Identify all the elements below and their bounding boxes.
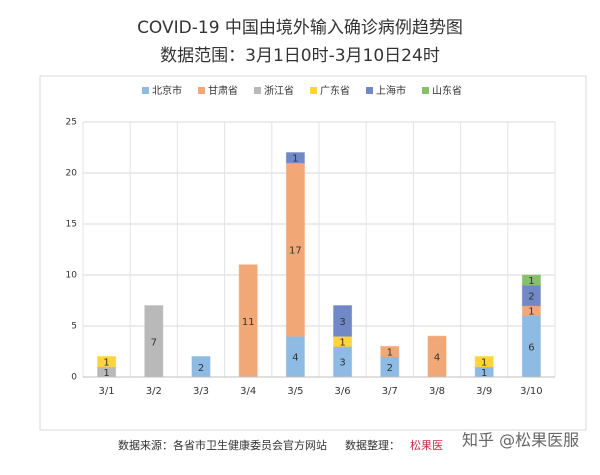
data-label: 3 xyxy=(339,358,345,369)
x-tick-label: 3/1 xyxy=(99,386,115,397)
data-label: 4 xyxy=(292,353,298,364)
bar-segment xyxy=(97,356,117,368)
bar-segment xyxy=(333,305,353,337)
data-label: 1 xyxy=(528,276,534,287)
legend-label: 上海市 xyxy=(376,84,406,97)
data-label: 2 xyxy=(198,363,204,374)
watermark: 知乎 @松果医服 xyxy=(462,431,579,450)
x-tick-label: 3/3 xyxy=(193,386,209,397)
data-label: 1 xyxy=(103,358,109,369)
data-label: 1 xyxy=(387,348,393,359)
legend-label: 北京市 xyxy=(152,84,182,97)
data-label: 17 xyxy=(289,246,302,257)
x-tick-label: 3/10 xyxy=(520,386,542,397)
y-tick-label: 20 xyxy=(66,169,78,179)
x-tick-label: 3/5 xyxy=(287,386,303,397)
data-label: 2 xyxy=(528,291,534,302)
chart-title: COVID-19 中国由境外输入确诊病例趋势图 xyxy=(137,18,463,38)
y-tick-label: 15 xyxy=(66,220,77,230)
legend-swatch xyxy=(142,87,149,94)
legend-swatch xyxy=(254,87,261,94)
data-label: 1 xyxy=(103,368,109,379)
data-label: 1 xyxy=(292,154,298,165)
chart-subtitle: 数据范围：3月1日0时-3月10日24时 xyxy=(160,46,440,66)
data-label: 7 xyxy=(151,337,157,348)
x-tick-label: 3/7 xyxy=(382,386,398,397)
x-tick-label: 3/2 xyxy=(146,386,162,397)
legend-label: 浙江省 xyxy=(264,84,294,97)
footer-source: 数据来源：各省市卫生健康委员会官方网站 xyxy=(118,438,327,452)
x-tick-label: 3/4 xyxy=(240,386,256,397)
x-tick-label: 3/8 xyxy=(429,386,445,397)
legend-swatch xyxy=(198,87,205,94)
data-label: 4 xyxy=(434,353,440,364)
data-label: 1 xyxy=(528,307,534,318)
data-label: 11 xyxy=(242,317,255,328)
data-label: 1 xyxy=(481,358,487,369)
data-label: 6 xyxy=(528,342,534,353)
legend-label: 甘肃省 xyxy=(208,84,238,97)
legend-swatch xyxy=(366,87,373,94)
bar-segment xyxy=(380,345,400,358)
legend-label: 广东省 xyxy=(320,84,350,97)
data-label: 1 xyxy=(481,368,487,379)
x-tick-label: 3/9 xyxy=(476,386,492,397)
chart-frame xyxy=(39,75,587,431)
legend-swatch xyxy=(310,87,317,94)
data-label: 2 xyxy=(387,363,393,374)
footer-organizer: 数据整理： xyxy=(345,438,400,452)
bar-segment xyxy=(285,152,305,164)
footer-logo: 松果医 xyxy=(410,438,443,452)
legend-swatch xyxy=(422,87,429,94)
bar-segment xyxy=(474,356,494,368)
data-label: 3 xyxy=(339,317,345,328)
y-tick-label: 5 xyxy=(71,322,77,332)
y-tick-label: 0 xyxy=(71,373,77,383)
y-tick-label: 25 xyxy=(66,118,77,128)
y-tick-label: 10 xyxy=(66,271,78,281)
bar-segment xyxy=(521,274,541,286)
data-label: 1 xyxy=(339,337,345,348)
x-tick-label: 3/6 xyxy=(335,386,351,397)
legend-label: 山东省 xyxy=(432,84,462,97)
